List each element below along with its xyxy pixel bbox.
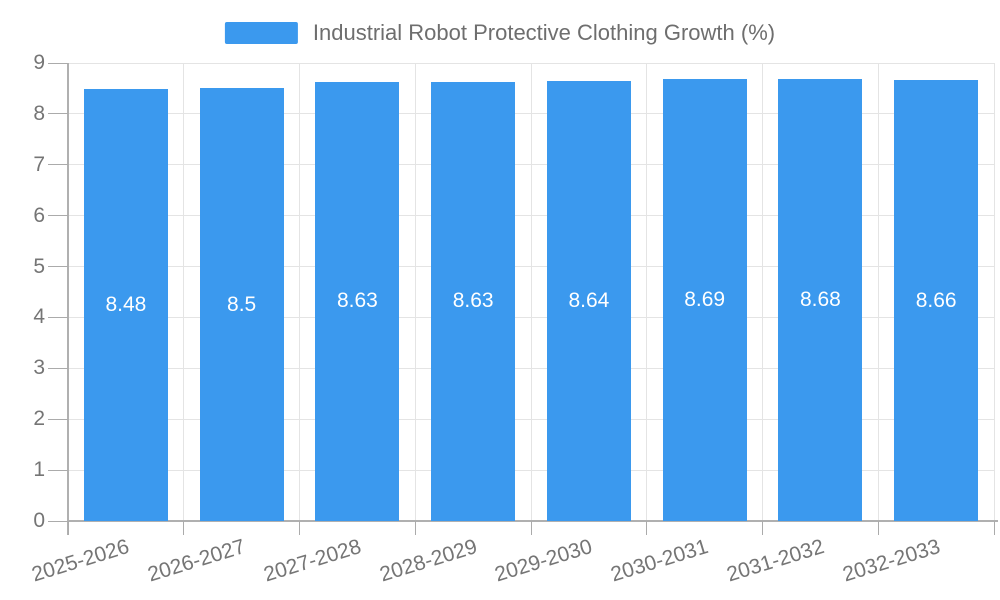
legend-label: Industrial Robot Protective Clothing Gro… <box>312 20 776 45</box>
bar[interactable]: 8.69 <box>662 78 747 521</box>
bar-value-label: 8.48 <box>105 293 147 317</box>
y-axis-tick-label: 3 <box>33 356 45 380</box>
gridline-vertical <box>183 63 185 521</box>
x-axis-tick-label: 2029-2030 <box>492 535 596 587</box>
x-axis-tick-label: 2030-2031 <box>608 535 712 587</box>
y-axis-tick-label: 8 <box>33 101 45 125</box>
bar[interactable]: 8.66 <box>894 80 979 521</box>
x-axis-tick <box>646 521 648 535</box>
y-axis-tick <box>48 520 68 522</box>
y-axis-tick <box>48 367 68 369</box>
legend[interactable]: Industrial Robot Protective Clothing Gro… <box>224 20 776 45</box>
y-axis-tick-label: 2 <box>33 407 45 431</box>
y-axis-tick <box>48 316 68 318</box>
bar[interactable]: 8.5 <box>199 88 284 521</box>
gridline-vertical <box>993 63 995 521</box>
bar-value-label: 8.63 <box>452 289 494 313</box>
bar-value-label: 8.64 <box>568 289 610 313</box>
x-axis-tick-label: 2026-2027 <box>145 535 249 587</box>
legend-swatch <box>224 22 298 44</box>
x-axis-tick <box>762 521 763 535</box>
y-axis-tick <box>48 62 68 64</box>
y-axis-tick <box>48 215 68 217</box>
bar-value-label: 8.69 <box>684 287 726 311</box>
y-axis-tick-label: 6 <box>33 203 45 227</box>
x-axis-tick <box>414 521 416 535</box>
gridline-vertical <box>877 63 879 521</box>
y-axis-tick <box>48 113 68 115</box>
gridline-vertical <box>646 63 648 521</box>
gridline-vertical <box>530 63 532 521</box>
gridline-vertical <box>414 63 416 521</box>
bar[interactable]: 8.64 <box>546 81 631 521</box>
bar[interactable]: 8.48 <box>83 89 168 521</box>
y-axis-tick-label: 5 <box>33 254 45 278</box>
y-axis-line <box>67 63 69 535</box>
x-axis-tick <box>993 521 995 535</box>
y-axis-tick <box>48 418 68 420</box>
x-axis-tick <box>877 521 879 535</box>
y-axis-tick-label: 7 <box>33 152 45 176</box>
y-axis-tick-label: 1 <box>33 458 45 482</box>
x-axis-tick-label: 2025-2026 <box>29 535 133 587</box>
y-axis-tick <box>48 469 68 471</box>
x-axis-tick-label: 2032-2033 <box>839 535 943 587</box>
y-axis-tick <box>48 266 68 268</box>
bar[interactable]: 8.68 <box>778 79 863 521</box>
bar-value-label: 8.63 <box>336 289 378 313</box>
bar[interactable]: 8.63 <box>431 81 516 521</box>
x-axis-tick <box>299 521 300 535</box>
x-axis-tick <box>183 521 185 535</box>
bar-value-label: 8.68 <box>799 288 841 312</box>
x-axis-line <box>68 520 998 522</box>
bar-value-label: 8.5 <box>227 292 257 316</box>
gridline-vertical <box>762 63 763 521</box>
bar-value-label: 8.66 <box>915 288 957 312</box>
x-axis-tick-label: 2027-2028 <box>261 535 364 587</box>
y-axis-tick-label: 0 <box>33 509 45 532</box>
x-axis-tick <box>530 521 532 535</box>
bar[interactable]: 8.63 <box>315 81 400 521</box>
y-axis-tick-label: 9 <box>33 51 45 74</box>
y-axis-tick-label: 4 <box>33 305 45 329</box>
y-axis-tick <box>48 164 68 166</box>
x-axis-tick <box>67 521 69 535</box>
x-axis-tick-label: 2031-2032 <box>724 535 827 587</box>
gridline-vertical <box>299 63 300 521</box>
x-axis-tick-label: 2028-2029 <box>376 535 480 587</box>
